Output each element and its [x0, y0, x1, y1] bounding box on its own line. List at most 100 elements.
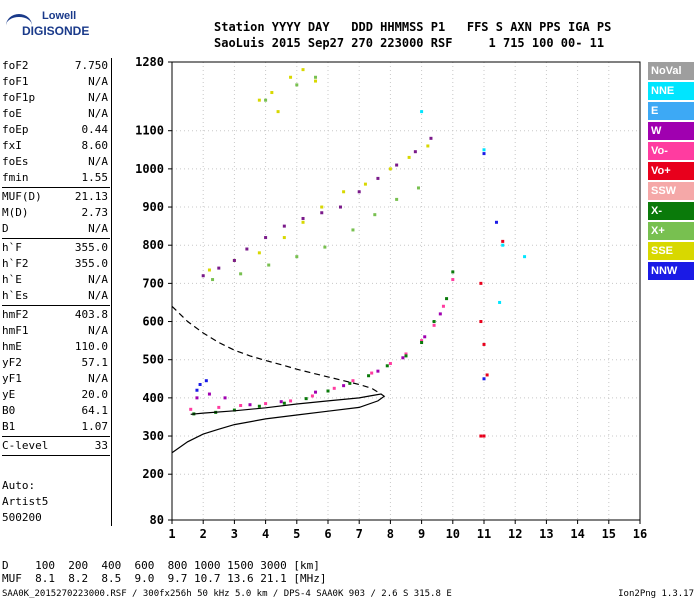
param-row: h`F 355.0: [2, 240, 110, 256]
data-point: [320, 211, 324, 215]
legend-item: E: [648, 102, 694, 120]
param-name: foF1: [2, 75, 29, 88]
polarization-legend: NoVal NNE E W Vo- Vo+ SSW X- X+ SSE NNW: [648, 62, 694, 282]
param-name: hmF1: [2, 324, 29, 337]
param-separator: [2, 305, 110, 306]
param-name: B1: [2, 420, 16, 433]
version-label: Ion2Png 1.3.17: [618, 589, 694, 599]
param-row: B1 1.07: [2, 419, 110, 435]
x-tick-label: 2: [200, 527, 207, 541]
data-point: [367, 374, 371, 378]
param-separator: [2, 455, 110, 456]
data-point: [301, 216, 305, 220]
param-row: hmE 110.0: [2, 339, 110, 355]
x-tick-label: 4: [262, 527, 269, 541]
data-point: [326, 389, 330, 393]
header-line-2: SaoLuis 2015 Sep27 270 223000 RSF 1 715 …: [214, 36, 605, 50]
param-value: 110.0: [74, 340, 108, 353]
data-point: [376, 369, 380, 373]
data-point: [494, 220, 498, 224]
legend-item: NoVal: [648, 62, 694, 80]
param-row: yF2 57.1: [2, 355, 110, 371]
data-point: [451, 270, 455, 274]
logo-line-1: Lowell: [42, 10, 77, 22]
param-name: M(D): [2, 206, 29, 219]
param-value: 0.44: [81, 123, 109, 136]
param-name: yF1: [2, 372, 22, 385]
data-point: [351, 379, 355, 383]
param-value: 1.55: [81, 171, 109, 184]
data-point: [204, 379, 208, 383]
param-value: 355.0: [74, 257, 108, 270]
param-name: foEs: [2, 155, 29, 168]
param-value: N/A: [88, 273, 108, 286]
data-point: [189, 407, 193, 411]
param-row: foE N/A: [2, 106, 110, 122]
legend-item: NNW: [648, 262, 694, 280]
x-tick-label: 12: [508, 527, 522, 541]
data-point: [416, 186, 420, 190]
param-value: 2.73: [81, 206, 109, 219]
param-name: h`F: [2, 241, 22, 254]
param-name: MUF(D): [2, 190, 42, 203]
data-point: [207, 268, 211, 272]
param-name: foE: [2, 107, 22, 120]
x-tick-label: 15: [602, 527, 616, 541]
param-name: h`F2: [2, 257, 29, 270]
data-point: [270, 91, 274, 95]
y-tick-label: 700: [142, 276, 164, 290]
logo-arc-icon: [6, 14, 32, 37]
legend-item: X-: [648, 202, 694, 220]
data-point: [404, 352, 408, 356]
data-point: [223, 396, 227, 400]
param-name: foF1p: [2, 91, 36, 104]
param-row: h`E N/A: [2, 272, 110, 288]
param-value: N/A: [88, 75, 108, 88]
data-point: [370, 371, 374, 375]
param-name: fmin: [2, 171, 29, 184]
y-tick-label: 200: [142, 467, 164, 481]
param-value: N/A: [88, 372, 108, 385]
x-tick-label: 11: [477, 527, 491, 541]
data-point: [501, 239, 505, 243]
data-point: [314, 75, 318, 79]
param-name: h`E: [2, 273, 22, 286]
param-row: yE 20.0: [2, 387, 110, 403]
param-row: B0 64.1: [2, 403, 110, 419]
data-point: [282, 236, 286, 240]
data-point: [482, 377, 486, 381]
data-point: [376, 176, 380, 180]
data-point: [295, 255, 299, 259]
data-point: [264, 402, 268, 406]
param-separator: [2, 187, 110, 188]
param-value: 8.60: [81, 139, 109, 152]
param-name: hmE: [2, 340, 22, 353]
data-point: [314, 390, 318, 394]
data-point: [482, 342, 486, 346]
artist-label: Artist5: [2, 495, 49, 508]
param-name: fxI: [2, 139, 22, 152]
data-point: [301, 68, 305, 72]
param-row: fmin 1.55: [2, 170, 110, 186]
data-point: [445, 297, 449, 301]
distance-row: D 100 200 400 600 800 1000 1500 3000 [km…: [2, 559, 320, 572]
data-point: [239, 404, 243, 407]
data-point: [432, 323, 436, 327]
param-name: B0: [2, 404, 16, 417]
param-row: foF1p N/A: [2, 90, 110, 106]
plot-frame: [171, 61, 641, 521]
x-tick-label: 5: [293, 527, 300, 541]
data-point: [373, 213, 377, 217]
x-tick-label: 1: [168, 527, 175, 541]
param-value: N/A: [88, 289, 108, 302]
data-point: [351, 228, 355, 232]
data-point: [388, 362, 392, 366]
param-row: foF1 N/A: [2, 74, 110, 90]
param-value: 64.1: [81, 404, 109, 417]
data-point: [338, 205, 342, 209]
data-point: [310, 394, 314, 398]
y-tick-label: 500: [142, 353, 164, 367]
y-tick-label: 300: [142, 429, 164, 443]
param-separator: [2, 436, 110, 437]
data-point: [232, 408, 236, 412]
